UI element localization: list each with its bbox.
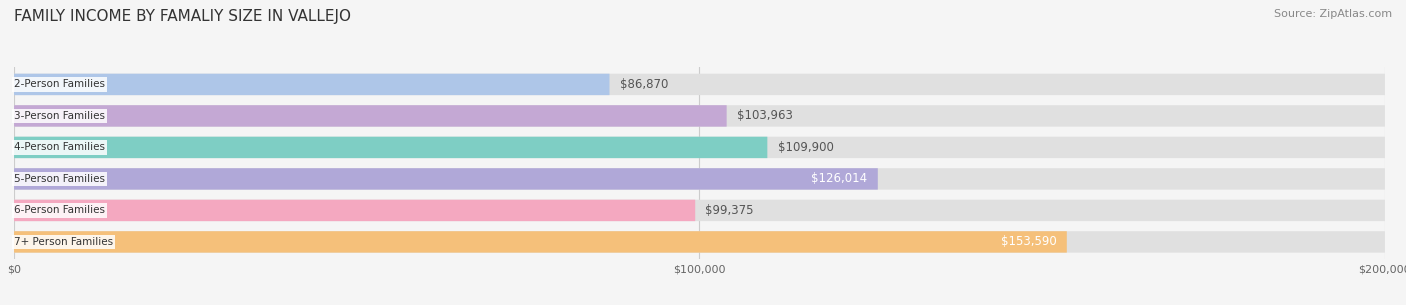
FancyBboxPatch shape (14, 105, 727, 127)
Text: $86,870: $86,870 (620, 78, 668, 91)
Text: Source: ZipAtlas.com: Source: ZipAtlas.com (1274, 9, 1392, 19)
FancyBboxPatch shape (14, 231, 1385, 253)
FancyBboxPatch shape (14, 137, 1385, 158)
FancyBboxPatch shape (14, 168, 877, 190)
Text: 4-Person Families: 4-Person Families (14, 142, 105, 152)
FancyBboxPatch shape (14, 231, 1067, 253)
FancyBboxPatch shape (14, 74, 1385, 95)
Text: $109,900: $109,900 (778, 141, 834, 154)
Text: $99,375: $99,375 (706, 204, 754, 217)
Text: $153,590: $153,590 (1001, 235, 1056, 249)
Text: 7+ Person Families: 7+ Person Families (14, 237, 114, 247)
Text: FAMILY INCOME BY FAMALIY SIZE IN VALLEJO: FAMILY INCOME BY FAMALIY SIZE IN VALLEJO (14, 9, 352, 24)
Text: $103,963: $103,963 (737, 109, 793, 122)
Text: $126,014: $126,014 (811, 172, 868, 185)
Text: 2-Person Families: 2-Person Families (14, 79, 105, 89)
Text: 3-Person Families: 3-Person Families (14, 111, 105, 121)
FancyBboxPatch shape (14, 168, 1385, 190)
Text: 6-Person Families: 6-Person Families (14, 206, 105, 215)
FancyBboxPatch shape (14, 137, 768, 158)
FancyBboxPatch shape (14, 200, 1385, 221)
Text: 5-Person Families: 5-Person Families (14, 174, 105, 184)
FancyBboxPatch shape (14, 200, 695, 221)
FancyBboxPatch shape (14, 105, 1385, 127)
FancyBboxPatch shape (14, 74, 609, 95)
